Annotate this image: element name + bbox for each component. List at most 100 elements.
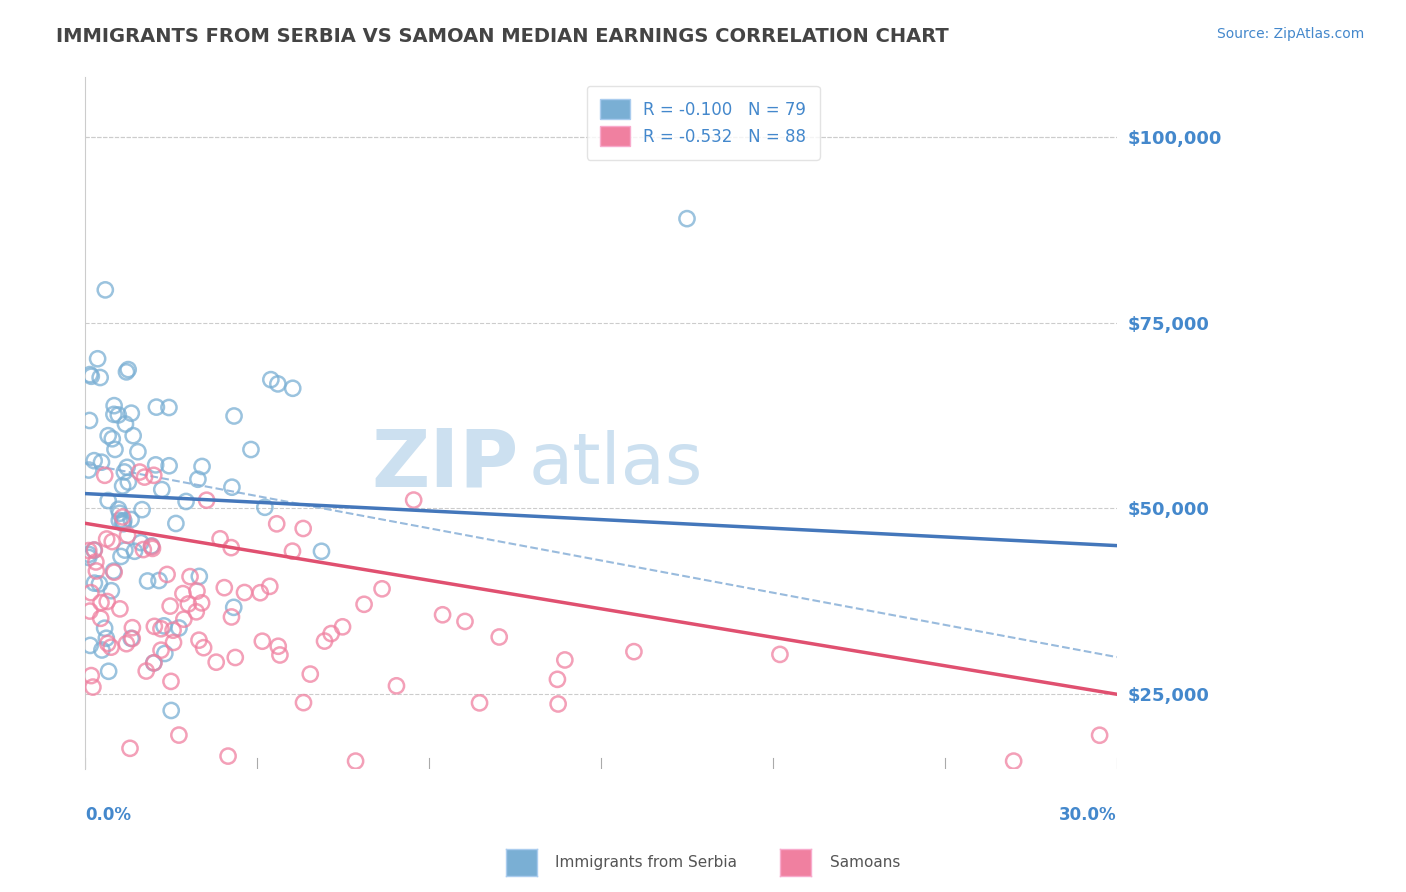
Point bbox=[385, 679, 408, 693]
Point bbox=[219, 541, 242, 555]
Point bbox=[93, 621, 115, 635]
Point bbox=[114, 417, 136, 431]
Point bbox=[83, 576, 105, 591]
Text: ZIP: ZIP bbox=[371, 425, 519, 503]
Point bbox=[128, 465, 150, 479]
Point bbox=[153, 619, 176, 633]
Point bbox=[82, 680, 104, 694]
Point bbox=[94, 468, 117, 483]
Text: IMMIGRANTS FROM SERBIA VS SAMOAN MEDIAN EARNINGS CORRELATION CHART: IMMIGRANTS FROM SERBIA VS SAMOAN MEDIAN … bbox=[56, 27, 949, 45]
Point bbox=[239, 442, 262, 457]
Point bbox=[141, 540, 163, 554]
Point bbox=[153, 647, 176, 661]
Point bbox=[249, 585, 271, 599]
Point bbox=[86, 564, 108, 578]
Point bbox=[103, 564, 125, 578]
Point bbox=[188, 569, 211, 583]
Point bbox=[148, 574, 170, 588]
Point bbox=[188, 633, 211, 648]
Point bbox=[174, 494, 197, 508]
Point bbox=[80, 585, 103, 599]
Point bbox=[233, 585, 256, 599]
Point bbox=[195, 493, 218, 508]
Point bbox=[79, 413, 101, 427]
Point bbox=[117, 475, 139, 489]
Point bbox=[209, 532, 232, 546]
Text: 0.0%: 0.0% bbox=[86, 805, 131, 823]
Point bbox=[111, 510, 134, 524]
Point bbox=[97, 665, 120, 679]
Point bbox=[267, 376, 290, 391]
Point bbox=[100, 640, 122, 655]
Point bbox=[292, 521, 315, 535]
Point bbox=[97, 636, 120, 650]
Point bbox=[193, 640, 215, 655]
Point bbox=[142, 656, 165, 670]
Point bbox=[94, 283, 117, 297]
Point bbox=[141, 539, 163, 553]
Point bbox=[90, 611, 112, 625]
Point bbox=[112, 465, 135, 479]
Point bbox=[266, 516, 288, 531]
Point bbox=[117, 528, 139, 542]
Point bbox=[205, 655, 228, 669]
Point bbox=[224, 650, 246, 665]
Point bbox=[156, 567, 179, 582]
Point bbox=[107, 408, 129, 422]
Point bbox=[117, 362, 139, 376]
Point bbox=[167, 728, 190, 742]
Point bbox=[135, 664, 157, 678]
Point bbox=[173, 612, 195, 626]
Point bbox=[121, 632, 143, 646]
Point bbox=[252, 634, 274, 648]
Point bbox=[86, 351, 108, 366]
Point bbox=[104, 442, 127, 457]
Text: atlas: atlas bbox=[529, 430, 703, 499]
Point bbox=[186, 605, 208, 619]
Point bbox=[96, 532, 118, 546]
Point bbox=[121, 621, 143, 635]
Point bbox=[145, 400, 167, 414]
Point bbox=[90, 643, 112, 657]
Point bbox=[79, 368, 101, 382]
Point bbox=[79, 639, 101, 653]
Point bbox=[77, 543, 100, 558]
Point bbox=[89, 370, 111, 384]
Point bbox=[186, 584, 208, 599]
Point bbox=[96, 594, 118, 608]
Point bbox=[311, 544, 333, 558]
Point bbox=[134, 470, 156, 484]
Point bbox=[162, 624, 184, 638]
Point bbox=[321, 626, 343, 640]
Point bbox=[267, 640, 290, 654]
Point bbox=[281, 544, 304, 558]
Point bbox=[162, 635, 184, 649]
Point bbox=[371, 582, 394, 596]
Point bbox=[468, 696, 491, 710]
Point bbox=[160, 703, 183, 717]
Point bbox=[143, 619, 166, 633]
Point bbox=[79, 604, 101, 618]
Point bbox=[191, 459, 214, 474]
Point bbox=[90, 455, 112, 469]
Point bbox=[214, 581, 236, 595]
Text: Source: ZipAtlas.com: Source: ZipAtlas.com bbox=[1216, 27, 1364, 41]
Point bbox=[187, 472, 209, 486]
Point bbox=[103, 565, 125, 579]
Point bbox=[159, 599, 181, 613]
Point bbox=[97, 493, 120, 508]
Point bbox=[172, 586, 194, 600]
Point bbox=[118, 741, 141, 756]
Point bbox=[103, 408, 125, 422]
Point bbox=[1002, 754, 1025, 768]
Point bbox=[454, 615, 477, 629]
Point bbox=[83, 453, 105, 467]
Point bbox=[299, 667, 322, 681]
Point bbox=[221, 480, 243, 494]
Point bbox=[111, 515, 134, 529]
Point bbox=[132, 542, 155, 557]
Point bbox=[115, 460, 138, 475]
Point bbox=[259, 579, 281, 593]
Point bbox=[120, 632, 142, 646]
Point bbox=[253, 500, 276, 515]
